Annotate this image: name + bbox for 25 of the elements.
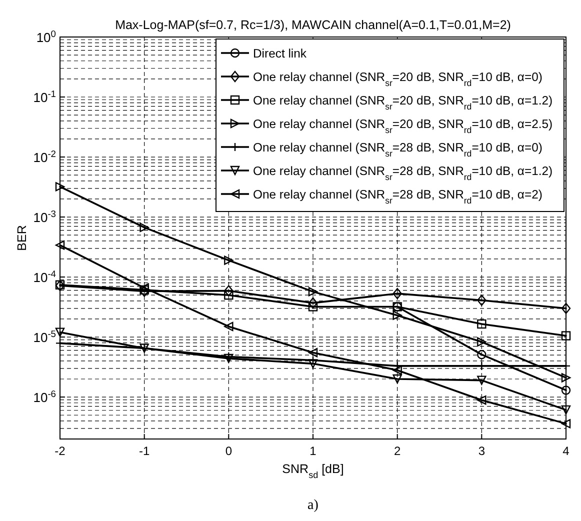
legend-label: One relay channel (SNR$_{sr}$=20 dB, SNR$_{rd}$=10 dB, α=0): [253, 70, 542, 88]
y-tick-label: 10$^{-2}$: [33, 149, 56, 166]
legend-label: One relay channel (SNR$_{sr}$=20 dB, SNR$_{rd}$=10 dB, α=1.2): [253, 94, 553, 112]
y-tick-label: 10$^{-5}$: [33, 329, 56, 346]
x-tick-label: 3: [478, 444, 486, 458]
y-tick-label: 10$^{0}$: [36, 29, 56, 45]
y-tick-label: 10$^{-1}$: [33, 89, 56, 106]
x-tick-label: -2: [54, 444, 66, 458]
text: a): [308, 498, 319, 513]
x-tick-label: 0: [225, 444, 232, 458]
y-tick-label: 10$^{-4}$: [33, 269, 56, 286]
x-axis-title: SNR$_{sd}$ [dB]: [282, 462, 344, 480]
x-tick-label: -1: [138, 444, 150, 458]
legend-label: One relay channel (SNR$_{sr}$=28 dB, SNR$_{rd}$=10 dB, α=0): [253, 140, 542, 158]
y-tick-label: 10$^{-3}$: [33, 209, 56, 226]
y-axis-title: BER: [15, 225, 29, 251]
x-tick-label: 2: [394, 444, 401, 458]
legend-label: One relay channel (SNR$_{sr}$=28 dB, SNR$_{rd}$=10 dB, α=1.2): [253, 164, 553, 182]
legend-label: One relay channel (SNR$_{sr}$=28 dB, SNR$_{rd}$=10 dB, α=2): [253, 188, 542, 206]
x-tick-label: 4: [562, 444, 570, 458]
x-tick-label: 1: [310, 444, 317, 458]
legend-label: Direct link: [253, 46, 308, 60]
legend-label: One relay channel (SNR$_{sr}$=20 dB, SNR$_{rd}$=10 dB, α=2.5): [253, 117, 553, 135]
chart-title: Max-Log-MAP(sf=0.7, Rc=1/3), MAWCAIN channel(A=0.1,T=0.01,M=2): [115, 18, 511, 32]
y-tick-label: 10$^{-6}$: [33, 389, 56, 406]
